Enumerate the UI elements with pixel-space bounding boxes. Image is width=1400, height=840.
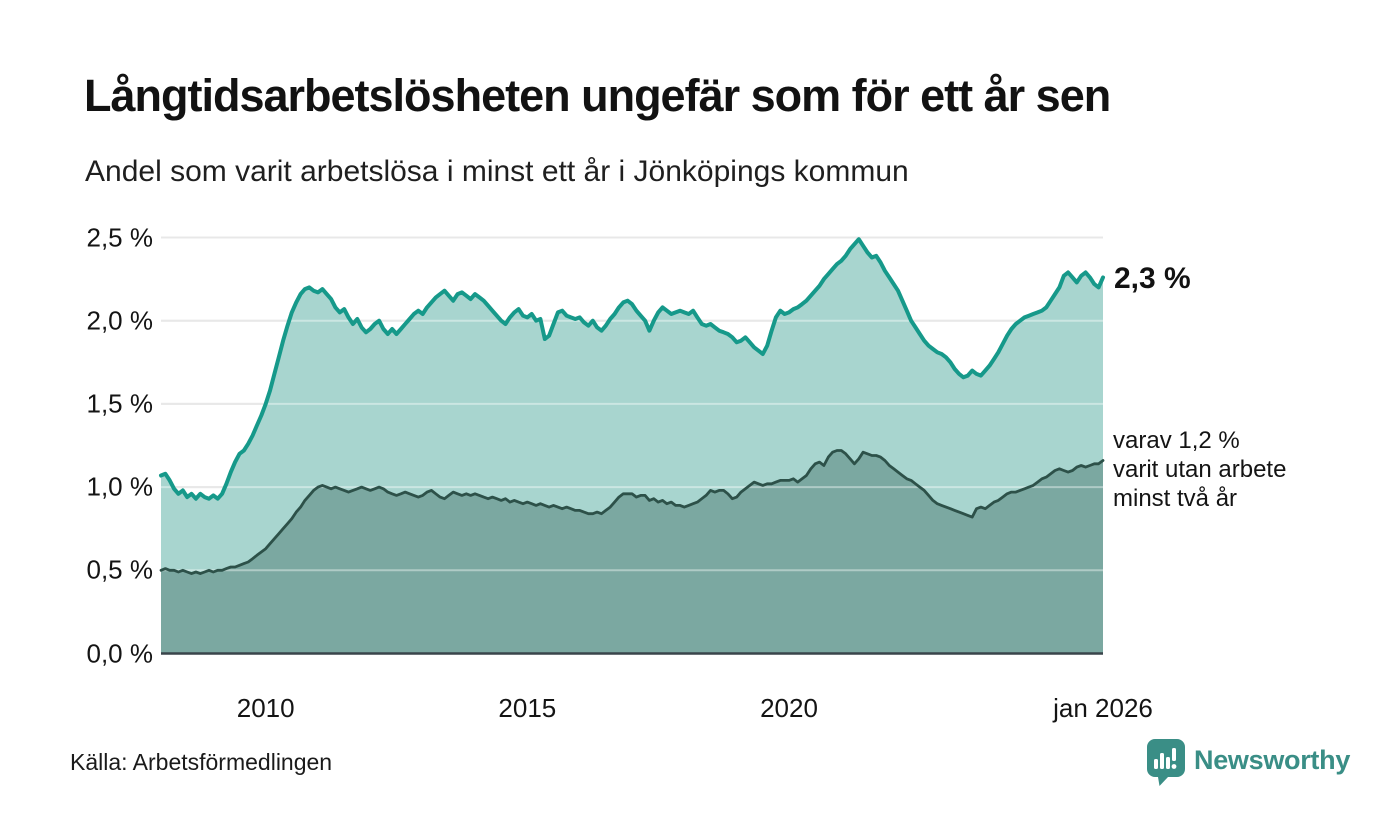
- y-axis-tick-label: 1,0 %: [86, 471, 154, 502]
- y-axis-tick-label: 2,0 %: [86, 305, 154, 336]
- newsworthy-wordmark: Newsworthy: [1194, 745, 1351, 775]
- page-subtitle: Andel som varit arbetslösa i minst ett å…: [85, 155, 909, 188]
- y-axis-tick-label: 0,5 %: [86, 554, 154, 585]
- source-note: Källa: Arbetsförmedlingen: [70, 749, 333, 775]
- y-axis-tick-label: 1,5 %: [86, 388, 154, 419]
- x-axis-tick-label: 2015: [498, 693, 557, 723]
- newsworthy-bubble-icon: [1147, 739, 1185, 786]
- x-axis-tick-label: jan 2026: [1053, 693, 1153, 723]
- annotation-line: varit utan arbete: [1113, 456, 1287, 483]
- area-fill-two-years: [161, 450, 1103, 654]
- newsworthy-logo: Newsworthy: [1146, 738, 1350, 786]
- page-title: Långtidsarbetslösheten ungefär som för e…: [84, 70, 1111, 121]
- line-two-years: [159, 449, 1105, 575]
- line-one-year: [159, 237, 1105, 501]
- y-axis-tick-label: 0,0 %: [86, 638, 154, 668]
- two-year-annotation: varav 1,2 % varit utan arbete minst två …: [1113, 426, 1286, 513]
- x-axis-tick-label: 2020: [760, 693, 818, 723]
- y-axis-tick-label: 2,5 %: [86, 222, 154, 252]
- bar-chart-glyph: [1154, 748, 1177, 769]
- latest-value-label: 2,3 %: [1114, 262, 1191, 295]
- annotation-line: minst två år: [1113, 485, 1238, 512]
- x-axis-tick-label: 2010: [236, 693, 295, 723]
- annotation-line: varav 1,2 %: [1113, 427, 1240, 454]
